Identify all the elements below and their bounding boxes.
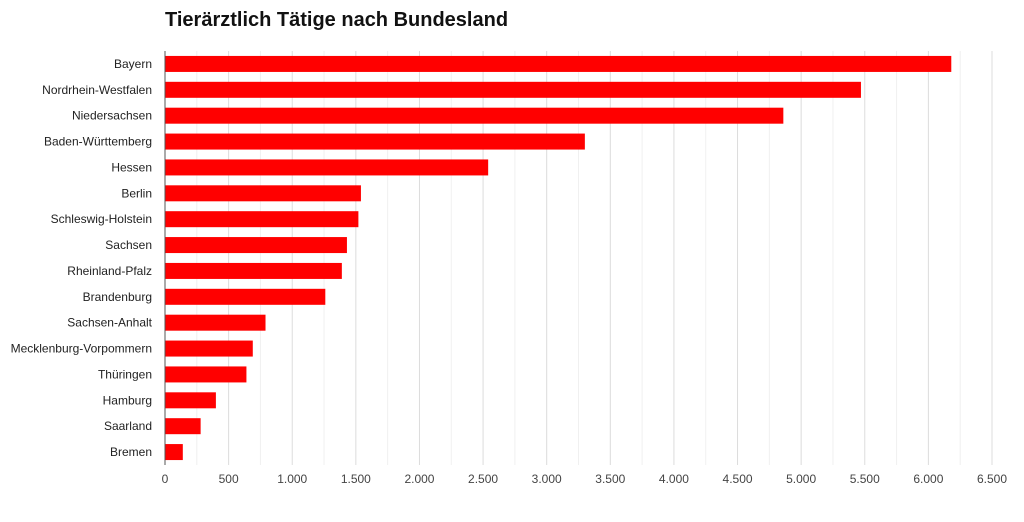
bar (165, 55, 952, 72)
x-tick-label: 2.500 (468, 472, 498, 486)
y-tick-label: Baden-Württemberg (44, 135, 152, 149)
bar (165, 314, 266, 331)
bar (165, 262, 342, 279)
bar (165, 185, 361, 202)
bar (165, 288, 326, 305)
x-tick-label: 0 (162, 472, 169, 486)
x-tick-label: 1.000 (277, 472, 307, 486)
y-tick-label: Brandenburg (83, 290, 152, 304)
x-tick-label: 4.000 (659, 472, 689, 486)
x-tick-label: 3.500 (595, 472, 625, 486)
bar (165, 418, 201, 435)
y-tick-label: Berlin (121, 186, 152, 200)
bar (165, 340, 253, 357)
bar (165, 211, 359, 228)
bar (165, 81, 861, 98)
x-tick-label: 1.500 (341, 472, 371, 486)
y-tick-label: Bremen (110, 445, 152, 459)
y-tick-label: Nordrhein-Westfalen (42, 83, 152, 97)
x-tick-label: 3.000 (532, 472, 562, 486)
y-tick-label: Schleswig-Holstein (51, 212, 152, 226)
y-tick-label: Hessen (111, 160, 152, 174)
chart-title: Tierärztlich Tätige nach Bundesland (165, 9, 509, 31)
bar (165, 237, 347, 254)
bar (165, 133, 585, 150)
y-tick-label: Thüringen (98, 367, 152, 381)
x-tick-label: 500 (219, 472, 239, 486)
x-tick-label: 6.500 (977, 472, 1007, 486)
x-tick-label: 4.500 (723, 472, 753, 486)
y-tick-label: Rheinland-Pfalz (67, 264, 152, 278)
y-tick-label: Bayern (114, 57, 152, 71)
y-tick-label: Niedersachsen (72, 109, 152, 123)
x-tick-label: 5.000 (786, 472, 816, 486)
y-tick-label: Saarland (104, 419, 152, 433)
y-tick-label: Sachsen (105, 238, 152, 252)
x-tick-label: 6.000 (913, 472, 943, 486)
bar (165, 107, 784, 124)
bar (165, 444, 183, 461)
y-tick-label: Sachsen-Anhalt (67, 316, 152, 330)
y-tick-label: Hamburg (103, 393, 152, 407)
x-tick-label: 2.000 (404, 472, 434, 486)
y-tick-label: Mecklenburg-Vorpommern (11, 342, 152, 356)
x-tick-label: 5.500 (850, 472, 880, 486)
bar (165, 159, 489, 176)
bar (165, 392, 216, 409)
bar (165, 366, 247, 383)
